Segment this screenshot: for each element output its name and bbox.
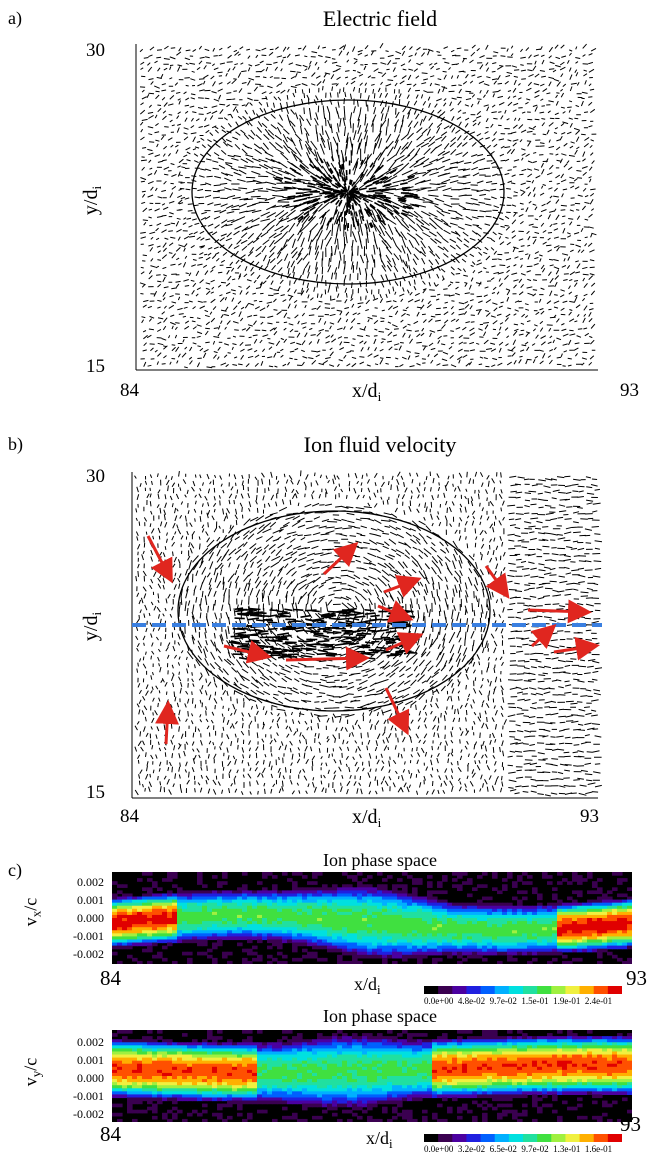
panel-b-title: Ion fluid velocity: [303, 432, 457, 457]
ion-velocity-quiver-plot: [131, 470, 602, 799]
highlight-arrow-5: [377, 600, 414, 623]
highlight-arrow-7: [385, 632, 424, 655]
vy-cb-tick-5: 1.6e-01: [584, 1144, 613, 1154]
panel-c-label: c): [8, 860, 22, 880]
field-vectors: [139, 42, 597, 369]
vx-cb-tick-1: 4.8e-02: [457, 996, 486, 1006]
highlight-arrow-11: [553, 636, 600, 661]
vx-tick-1: 0.001: [77, 893, 104, 907]
vy-tick-3: -0.001: [73, 1089, 104, 1103]
vy-x-axis-label: x/di: [366, 1128, 393, 1151]
vx-tick-0: 0.002: [77, 875, 104, 889]
vy-x-left-tick: 84: [100, 1122, 121, 1146]
panel-b-y-axis-label: y/di: [80, 611, 105, 642]
vy-phase-space-plot: [112, 1030, 632, 1122]
vy-tick-1: 0.001: [77, 1053, 104, 1067]
vx-colorbar-ticks: 0.0e+00 4.8e-02 9.7e-02 1.5e-01 1.9e-01 …: [424, 996, 630, 1006]
panel-b-y-top-tick: 30: [86, 466, 105, 487]
vy-y-axis-label: vy/c: [20, 1057, 44, 1087]
panel-a-title: Electric field: [322, 6, 438, 31]
highlight-arrow-4: [285, 646, 370, 671]
highlight-arrow-6: [383, 575, 422, 598]
vx-y-axis-label: vx/c: [20, 897, 44, 927]
panel-a-y-bottom-tick: 15: [86, 356, 105, 377]
vy-tick-4: -0.002: [73, 1107, 104, 1121]
vx-cb-tick-4: 1.9e-01: [553, 996, 581, 1006]
vx-cb-tick-2: 9.7e-02: [489, 996, 517, 1006]
panel-a-x-right-tick: 93: [620, 380, 639, 401]
vx-x-left-tick: 84: [100, 966, 121, 990]
region-ellipse: [191, 99, 505, 285]
vx-tick-4: -0.002: [73, 947, 104, 961]
vx-tick-2: 0.000: [77, 911, 104, 925]
highlight-arrow-9: [527, 599, 592, 624]
vy-colorbar-ticks: 0.0e+00 3.2e-02 6.5e-02 9.7e-02 1.3e-01 …: [424, 1144, 630, 1154]
highlight-arrow-2: [155, 700, 180, 745]
panel-a-y-top-tick: 30: [86, 40, 105, 61]
panel-b-x-right-tick: 93: [580, 806, 599, 827]
highlight-arrow-12: [384, 687, 410, 736]
vy-phase-space-title: Ion phase space: [323, 1006, 437, 1026]
highlight-arrow-3: [223, 640, 272, 664]
vx-x-axis-label: x/di: [354, 974, 381, 997]
region-ellipse: [177, 510, 491, 712]
vy-tick-2: 0.000: [77, 1071, 104, 1085]
highlight-arrow-1: [322, 541, 359, 576]
vx-cb-tick-3: 1.5e-01: [521, 996, 549, 1006]
vy-tick-0: 0.002: [77, 1035, 104, 1049]
panel-b-label: b): [8, 434, 23, 454]
highlight-arrow-8: [484, 565, 510, 599]
dense-core-vectors: [274, 156, 420, 230]
panel-a-x-axis-label: x/di: [352, 380, 382, 404]
highlight-arrow-0: [146, 535, 173, 584]
highlight-arrow-10: [530, 623, 557, 649]
panel-b-x-left-tick: 84: [120, 806, 139, 827]
vx-colorbar: [424, 986, 622, 994]
vx-tick-3: -0.001: [73, 929, 104, 943]
electric-field-quiver-plot: [135, 42, 598, 371]
vy-cb-tick-4: 1.3e-01: [553, 1144, 581, 1154]
vy-cb-tick-0: 0.0e+00: [424, 1144, 454, 1154]
panel-a-label: a): [8, 8, 22, 28]
vy-colorbar: [424, 1134, 622, 1142]
vx-phase-space-title: Ion phase space: [323, 850, 437, 870]
vx-x-right-tick: 93: [626, 966, 647, 990]
vx-phase-space-plot: [112, 872, 632, 964]
vy-cb-tick-3: 9.7e-02: [521, 1144, 549, 1154]
panel-a-x-left-tick: 84: [120, 380, 139, 401]
panel-a-y-axis-label: y/di: [80, 185, 105, 216]
vy-x-right-tick: 93: [620, 1112, 641, 1136]
vx-cb-tick-5: 2.4e-01: [584, 996, 613, 1006]
vy-cb-tick-2: 6.5e-02: [489, 1144, 517, 1154]
panel-b-x-axis-label: x/di: [352, 806, 382, 830]
vx-cb-tick-0: 0.0e+00: [424, 996, 454, 1006]
vy-cb-tick-1: 3.2e-02: [457, 1144, 486, 1154]
panel-b-y-bottom-tick: 15: [86, 782, 105, 803]
